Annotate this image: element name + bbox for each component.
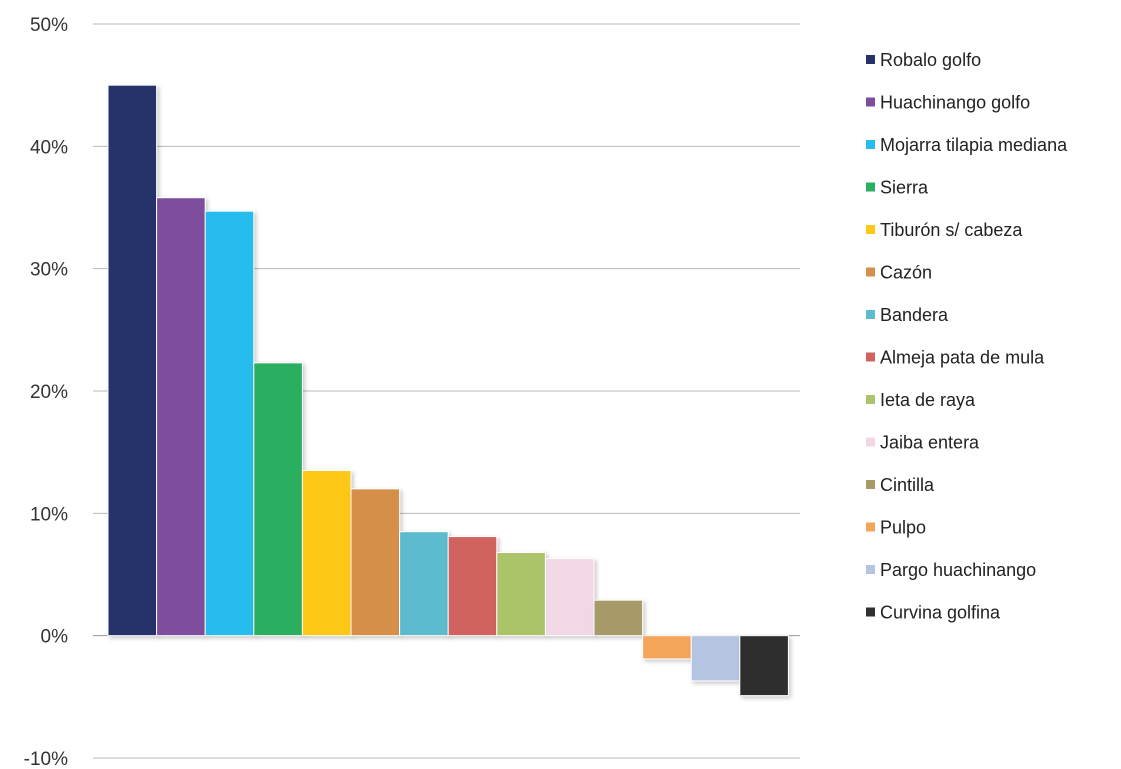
bar: [739, 635, 789, 697]
y-axis-ticks: 50% 40% 30% 20% 10% 0% -10%: [24, 15, 68, 769]
legend-item: Curvina golfina: [866, 603, 1001, 623]
legend-label: Bandera: [880, 305, 949, 325]
legend-swatch: [866, 480, 875, 489]
legend-swatch: [866, 97, 875, 107]
legend-swatch: [866, 565, 875, 574]
legend-swatch: [866, 267, 875, 277]
bar: [642, 635, 692, 660]
legend-item: Almeja pata de mula: [866, 348, 1045, 368]
legend-label: Tiburón s/ cabeza: [880, 220, 1023, 240]
bar: [447, 536, 498, 637]
legend-swatch: [866, 352, 875, 362]
bar: [544, 558, 595, 637]
legend-swatch: [866, 225, 875, 234]
legend-item: Cintilla: [866, 475, 935, 495]
legend-label: Robalo golfo: [880, 50, 981, 70]
legend-label: Pargo huachinango: [880, 560, 1036, 580]
legend-swatch: [866, 522, 875, 532]
legend-label: Pulpo: [880, 518, 926, 538]
legend-item: Pulpo: [866, 518, 926, 538]
legend: Robalo golfo Huachinango golfo Mojarra til…: [866, 50, 1068, 623]
y-tick-label: 20%: [30, 382, 68, 403]
legend-item: Mojarra tilapia mediana: [866, 135, 1068, 155]
bar: [399, 531, 449, 637]
legend-item: Ieta de raya: [866, 390, 976, 410]
bar: [204, 210, 255, 637]
legend-item: Sierra: [866, 178, 929, 198]
legend-item: Cazón: [866, 263, 932, 283]
y-tick-label: 30%: [30, 260, 68, 281]
y-tick-label: 50%: [30, 15, 68, 36]
bar: [253, 362, 303, 637]
legend-item: Robalo golfo: [866, 50, 981, 70]
legend-item: Bandera: [866, 305, 949, 325]
legend-swatch: [866, 140, 875, 149]
bar: [593, 599, 644, 637]
legend-item: Tiburón s/ cabeza: [866, 220, 1023, 240]
legend-swatch: [866, 437, 875, 447]
legend-swatch: [866, 607, 875, 617]
bar: [496, 551, 546, 637]
bars: [107, 84, 789, 697]
legend-label: Almeja pata de mula: [880, 348, 1045, 368]
y-tick-label: 40%: [30, 137, 68, 158]
legend-swatch: [866, 55, 875, 64]
bar: [301, 470, 352, 637]
legend-label: Huachinango golfo: [880, 93, 1030, 113]
legend-item: Pargo huachinango: [866, 560, 1036, 580]
legend-label: Curvina golfina: [880, 603, 1001, 623]
legend-label: Cazón: [880, 263, 932, 283]
bar: [350, 488, 401, 637]
legend-item: Huachinango golfo: [866, 93, 1030, 113]
bar: [156, 197, 206, 637]
y-tick-label: 10%: [30, 504, 68, 525]
bar: [690, 635, 741, 682]
legend-label: Jaiba entera: [880, 433, 980, 453]
legend-swatch: [866, 310, 875, 319]
legend-label: Mojarra tilapia mediana: [880, 135, 1068, 155]
y-tick-label: -10%: [24, 749, 68, 769]
y-tick-label: 0%: [41, 627, 69, 648]
legend-swatch: [866, 182, 875, 192]
legend-item: Jaiba entera: [866, 433, 980, 453]
legend-label: Ieta de raya: [880, 390, 976, 410]
legend-label: Cintilla: [880, 475, 935, 495]
legend-swatch: [866, 395, 875, 404]
bar: [107, 84, 158, 637]
legend-label: Sierra: [880, 178, 929, 198]
